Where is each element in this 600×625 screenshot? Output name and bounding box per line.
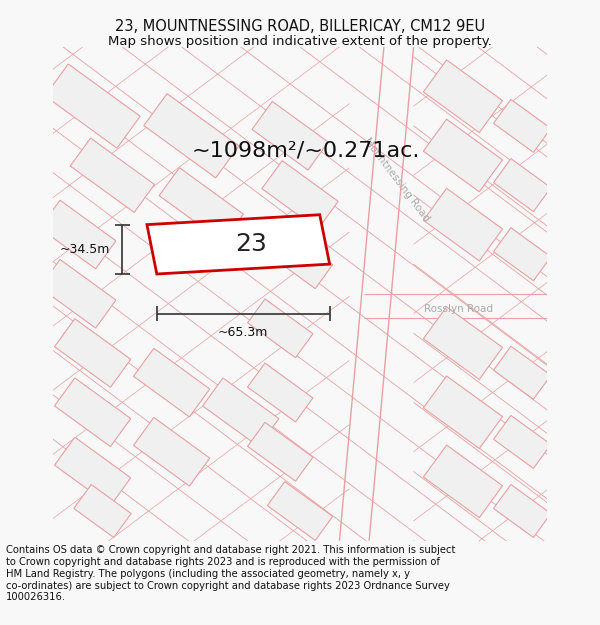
Polygon shape xyxy=(252,101,328,170)
Text: 23: 23 xyxy=(235,232,266,256)
Text: Mountnessing Road: Mountnessing Road xyxy=(362,136,431,224)
Polygon shape xyxy=(494,228,551,281)
Polygon shape xyxy=(203,378,279,446)
Polygon shape xyxy=(262,161,338,229)
Polygon shape xyxy=(494,416,551,468)
Polygon shape xyxy=(134,348,210,417)
Polygon shape xyxy=(74,484,131,538)
Polygon shape xyxy=(40,200,116,269)
Text: 100026316.: 100026316. xyxy=(6,592,66,602)
Text: ~34.5m: ~34.5m xyxy=(59,242,110,256)
Text: Rosslyn Road: Rosslyn Road xyxy=(424,304,493,314)
Polygon shape xyxy=(70,138,154,212)
Polygon shape xyxy=(424,307,503,379)
Polygon shape xyxy=(45,64,140,148)
Polygon shape xyxy=(159,168,244,242)
Polygon shape xyxy=(248,422,313,481)
Polygon shape xyxy=(248,299,313,358)
Polygon shape xyxy=(424,188,503,261)
Text: Map shows position and indicative extent of the property.: Map shows position and indicative extent… xyxy=(108,35,492,48)
Polygon shape xyxy=(424,376,503,449)
Polygon shape xyxy=(147,215,329,274)
Polygon shape xyxy=(268,230,332,289)
Polygon shape xyxy=(40,259,116,328)
Polygon shape xyxy=(144,94,239,178)
Text: HM Land Registry. The polygons (including the associated geometry, namely x, y: HM Land Registry. The polygons (includin… xyxy=(6,569,410,579)
Text: co-ordinates) are subject to Crown copyright and database rights 2023 Ordnance S: co-ordinates) are subject to Crown copyr… xyxy=(6,581,450,591)
Polygon shape xyxy=(134,418,210,486)
Polygon shape xyxy=(55,438,131,506)
Polygon shape xyxy=(268,482,332,541)
Polygon shape xyxy=(248,363,313,422)
Polygon shape xyxy=(55,319,131,388)
Text: to Crown copyright and database rights 2023 and is reproduced with the permissio: to Crown copyright and database rights 2… xyxy=(6,557,440,567)
Text: ~1098m²/~0.271ac.: ~1098m²/~0.271ac. xyxy=(191,141,420,161)
Polygon shape xyxy=(494,484,551,538)
Text: ~65.3m: ~65.3m xyxy=(218,326,268,339)
Polygon shape xyxy=(55,378,131,446)
Polygon shape xyxy=(424,119,503,192)
Polygon shape xyxy=(424,60,503,132)
Polygon shape xyxy=(494,346,551,399)
Polygon shape xyxy=(494,99,551,152)
Text: 23, MOUNTNESSING ROAD, BILLERICAY, CM12 9EU: 23, MOUNTNESSING ROAD, BILLERICAY, CM12 … xyxy=(115,19,485,34)
Text: Contains OS data © Crown copyright and database right 2021. This information is : Contains OS data © Crown copyright and d… xyxy=(6,545,455,555)
Polygon shape xyxy=(494,159,551,212)
Polygon shape xyxy=(424,445,503,518)
